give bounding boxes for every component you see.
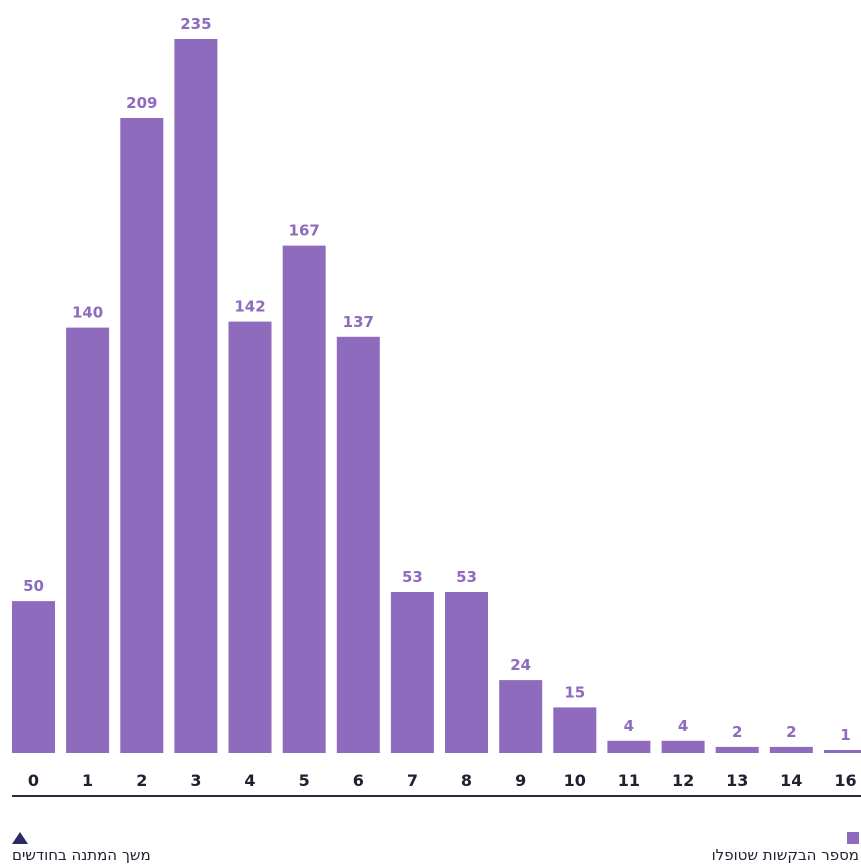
bar [120, 118, 164, 753]
x-tick-label: 7 [407, 771, 418, 790]
bar-value-label: 53 [402, 568, 423, 586]
bar [499, 680, 543, 753]
legend-bars: מספר הבקשות שטופלו [712, 832, 859, 864]
bar [282, 245, 326, 753]
x-tick-label: 2 [136, 771, 147, 790]
x-tick-label: 9 [515, 771, 526, 790]
bar [769, 746, 813, 753]
bar-value-label: 235 [180, 15, 211, 33]
bar-value-label: 4 [678, 717, 688, 735]
bar-value-label: 2 [732, 723, 742, 741]
bar [66, 327, 110, 753]
x-tick-label: 14 [780, 771, 802, 790]
bar-value-label: 53 [456, 568, 477, 586]
x-tick-label: 3 [190, 771, 201, 790]
legend-bars-label: מספר הבקשות שטופלו [711, 846, 859, 864]
bar [390, 592, 434, 753]
x-tick-label: 5 [299, 771, 310, 790]
bar-value-label: 1 [840, 726, 850, 744]
value-labels-group: 50 140 209 235 142 167 137 53 53 24 15 4 4 2 2 1 [23, 15, 851, 744]
x-tick-label: 0 [28, 771, 39, 790]
bar [661, 740, 705, 753]
bar [228, 321, 272, 753]
bar [824, 750, 861, 753]
bar [445, 592, 488, 753]
x-tick-label: 13 [726, 771, 748, 790]
bar-value-label: 140 [72, 304, 103, 322]
bar [607, 740, 651, 753]
x-tick-label: 11 [618, 771, 640, 790]
x-tick-label: 10 [564, 771, 586, 790]
bars-group [12, 39, 861, 753]
x-tick-label: 8 [461, 771, 472, 790]
x-tick-label: 12 [672, 771, 694, 790]
x-tick-labels-group: 0 1 2 3 4 5 6 7 8 9 10 11 12 13 14 16 [28, 771, 857, 790]
bar-value-label: 209 [126, 94, 157, 112]
bar-value-label: 137 [343, 313, 374, 331]
legend-square-icon [847, 832, 859, 844]
x-tick-label: 1 [82, 771, 93, 790]
bar [553, 707, 597, 753]
bar [336, 336, 380, 753]
legend-marker: משך המתנה בחודשים [12, 832, 151, 864]
legend-triangle-icon [12, 832, 28, 844]
x-tick-label: 16 [834, 771, 856, 790]
x-tick-label: 6 [353, 771, 364, 790]
bar [174, 39, 218, 753]
bar [715, 746, 759, 753]
bar-value-label: 24 [510, 656, 531, 674]
bar-value-label: 4 [624, 717, 634, 735]
bar-value-label: 50 [23, 577, 44, 595]
bar-value-label: 15 [564, 683, 585, 701]
bar-value-label: 142 [234, 298, 265, 316]
x-tick-label: 4 [244, 771, 255, 790]
bar-value-label: 167 [289, 222, 320, 240]
bar-value-label: 2 [786, 723, 796, 741]
bar [12, 601, 55, 753]
legend-marker-label: משך המתנה בחודשים [12, 846, 151, 864]
